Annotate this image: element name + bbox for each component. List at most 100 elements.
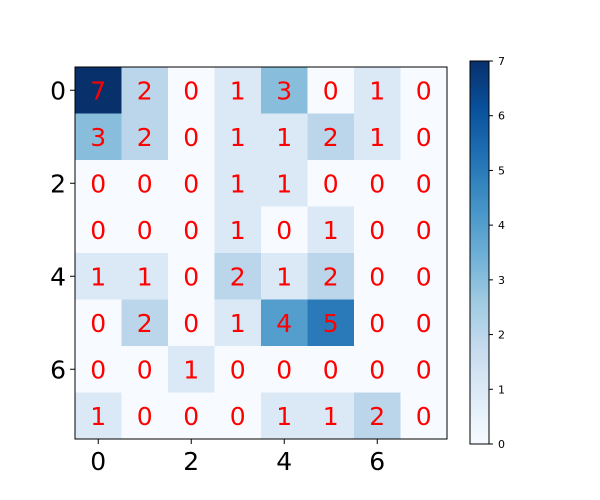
cell-value-label: 2	[323, 262, 339, 291]
colorbar: 0 1 2 3 4 5 6 7	[469, 55, 505, 451]
cell-value-label: 0	[416, 169, 432, 198]
cell-value-label: 1	[276, 262, 292, 291]
heatmap-cell-r6-c2	[168, 346, 215, 393]
heatmap-cell-r5-c6	[354, 299, 401, 347]
cell-value-label: 0	[416, 262, 432, 291]
heatmap-cells	[75, 67, 448, 440]
heatmap-cell-r2-c1	[121, 160, 169, 207]
heatmap-cell-r2-c5	[307, 160, 355, 207]
cell-value-label: 0	[276, 355, 292, 384]
colorbar-tick-label: 4	[498, 219, 505, 232]
colorbar-tick-label: 3	[498, 274, 505, 287]
y-tick-label: 6	[50, 355, 66, 384]
heatmap-cell-r3-c1	[121, 206, 169, 254]
heatmap-cell-r7-c7	[400, 392, 448, 440]
heatmap-cell-r3-c0	[75, 206, 122, 254]
cell-value-label: 0	[276, 216, 292, 245]
heatmap-cell-r6-c7	[400, 346, 448, 393]
heatmap-cell-r1-c1	[121, 113, 169, 161]
cell-value-label: 7	[90, 76, 106, 105]
heatmap-cell-r1-c7	[400, 113, 448, 161]
cell-value-label: 1	[369, 76, 385, 105]
cell-value-label: 2	[323, 123, 339, 152]
heatmap-cell-r4-c6	[354, 253, 401, 300]
cell-value-label: 0	[183, 216, 199, 245]
cell-value-label: 2	[230, 262, 246, 291]
cell-value-label: 1	[230, 123, 246, 152]
colorbar-tick-label: 5	[498, 164, 505, 177]
cell-value-label: 1	[137, 262, 153, 291]
heatmap-cell-r2-c7	[400, 160, 448, 207]
cell-value-label: 0	[416, 123, 432, 152]
heatmap-cell-r4-c4	[261, 253, 308, 300]
cell-value-label: 1	[90, 402, 106, 431]
heatmap-cell-r0-c5	[307, 67, 355, 114]
heatmap-cell-r3-c3	[214, 206, 262, 254]
cell-value-label: 2	[369, 402, 385, 431]
colorbar-tick-label: 1	[498, 383, 505, 396]
heatmap-cell-r5-c2	[168, 299, 215, 347]
heatmap-cell-r1-c3	[214, 113, 262, 161]
heatmap-cell-r3-c7	[400, 206, 448, 254]
colorbar-gradient	[469, 60, 490, 445]
cell-value-label: 0	[416, 355, 432, 384]
heatmap-cell-r7-c2	[168, 392, 215, 440]
heatmap-cell-r7-c6	[354, 392, 401, 440]
cell-value-label: 0	[137, 169, 153, 198]
heatmap-cell-r7-c3	[214, 392, 262, 440]
heatmap-cell-r5-c3	[214, 299, 262, 347]
cell-value-label: 0	[416, 76, 432, 105]
cell-value-label: 0	[323, 76, 339, 105]
y-tick-label: 0	[50, 76, 66, 105]
colorbar-tick-label: 0	[498, 438, 505, 451]
heatmap-cell-r1-c0	[75, 113, 122, 161]
cell-value-label: 0	[230, 355, 246, 384]
heatmap-cell-r2-c2	[168, 160, 215, 207]
heatmap-cell-r7-c1	[121, 392, 169, 440]
cell-value-label: 2	[137, 76, 153, 105]
heatmap-cell-r3-c2	[168, 206, 215, 254]
cell-value-label: 0	[90, 169, 106, 198]
heatmap-cell-r3-c4	[261, 206, 308, 254]
cell-value-label: 0	[90, 355, 106, 384]
heatmap-cell-r6-c0	[75, 346, 122, 393]
cell-value-label: 1	[90, 262, 106, 291]
heatmap-cell-r0-c6	[354, 67, 401, 114]
heatmap-cell-r2-c0	[75, 160, 122, 207]
cell-value-label: 0	[90, 309, 106, 338]
cell-value-label: 0	[137, 402, 153, 431]
cell-value-label: 1	[323, 216, 339, 245]
colorbar-tick-label: 7	[498, 55, 505, 68]
heatmap-cell-r6-c6	[354, 346, 401, 393]
heatmap-cell-r2-c4	[261, 160, 308, 207]
heatmap-cell-r0-c0	[75, 67, 122, 114]
cell-value-label: 2	[137, 123, 153, 152]
heatmap-cell-r0-c4	[261, 67, 308, 114]
heatmap-cell-labels: 7 2 0 1 3 0 1 0 3 2 0 1 1 2 1 0 0 0 0 1 1 0 0 0 0 0 0 1 0 1 0 0 1 1 0 2 1 2 0 0…	[90, 76, 431, 431]
heatmap-cell-r6-c5	[307, 346, 355, 393]
heatmap-cell-r0-c1	[121, 67, 169, 114]
heatmap-cell-r1-c6	[354, 113, 401, 161]
heatmap-cell-r1-c2	[168, 113, 215, 161]
cell-value-label: 0	[369, 262, 385, 291]
heatmap-cell-r6-c3	[214, 346, 262, 393]
heatmap-cell-r2-c6	[354, 160, 401, 207]
cell-value-label: 3	[276, 76, 292, 105]
cell-value-label: 0	[369, 216, 385, 245]
heatmap-cell-r4-c7	[400, 253, 448, 300]
heatmap-cell-r1-c5	[307, 113, 355, 161]
heatmap-cell-r5-c0	[75, 299, 122, 347]
cell-value-label: 0	[183, 309, 199, 338]
cell-value-label: 0	[323, 355, 339, 384]
cell-value-label: 0	[183, 169, 199, 198]
heatmap-cell-r3-c5	[307, 206, 355, 254]
cell-value-label: 1	[323, 402, 339, 431]
cell-value-label: 0	[137, 355, 153, 384]
heatmap-cell-r0-c2	[168, 67, 215, 114]
cell-value-label: 0	[369, 355, 385, 384]
cell-value-label: 4	[276, 309, 292, 338]
cell-value-label: 1	[230, 169, 246, 198]
heatmap-cell-r7-c0	[75, 392, 122, 440]
cell-value-label: 0	[183, 123, 199, 152]
